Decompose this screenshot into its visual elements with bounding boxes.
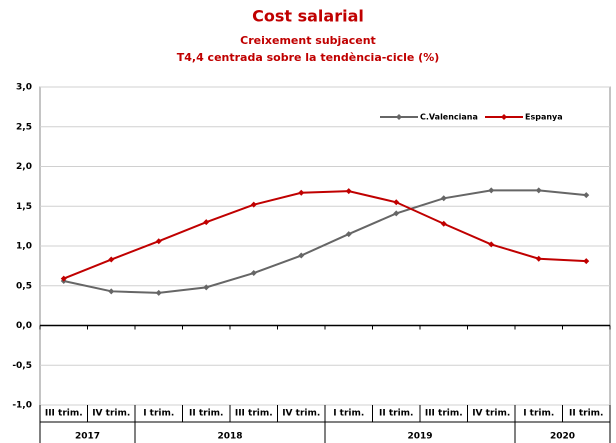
point [583,192,590,199]
x-tick-label: I trim. [333,409,364,419]
x-tick-label: I trim. [523,409,554,419]
x-tick-label: I trim. [143,409,174,419]
x-tick-label: II trim. [189,409,223,419]
point [440,195,447,202]
legend-label: C.Valenciana [420,113,478,122]
year-label: 2020 [550,432,575,442]
legend-marker [501,114,507,120]
y-tick-label: 1,5 [16,202,32,212]
y-tick-label: 0,5 [16,281,32,291]
point [345,188,352,195]
point [345,231,352,238]
point [250,270,257,277]
point [108,256,115,263]
point [440,220,447,227]
y-tick-label: -0,5 [12,361,32,371]
chart-subtitle: T4,4 centrada sobre la tendència-cicle (… [177,51,440,64]
x-tick-label: IV trim. [92,409,130,419]
point [535,187,542,194]
point [250,201,257,208]
x-tick-label: IV trim. [282,409,320,419]
point [203,219,210,226]
y-tick-label: 2,0 [16,162,32,172]
year-label: 2019 [407,432,432,442]
point [393,199,400,206]
point [108,288,115,295]
x-tick-label: II trim. [569,409,603,419]
point [535,255,542,262]
point [60,275,67,282]
y-tick-label: 3,0 [16,83,32,93]
point [155,289,162,296]
point [298,189,305,196]
legend-label: Espanya [525,113,563,122]
x-tick-label: II trim. [379,409,413,419]
y-tick-label: 1,0 [16,242,32,252]
y-tick-label: -1,0 [12,401,32,411]
legend-marker [396,114,402,120]
year-label: 2017 [75,432,100,442]
x-tick-label: III trim. [45,409,83,419]
series-line [63,190,587,280]
x-tick-label: III trim. [235,409,273,419]
chart-title: Cost salarial [252,7,364,26]
point [488,187,495,194]
point [393,210,400,217]
point [488,241,495,248]
x-tick-label: III trim. [425,409,463,419]
series-line [63,189,587,294]
y-tick-label: 0,0 [16,321,32,331]
x-tick-label: IV trim. [472,409,510,419]
point [298,252,305,259]
chart-subtitle: Creixement subjacent [240,34,376,47]
y-tick-label: 2,5 [16,122,32,132]
point [155,238,162,245]
point [203,284,210,291]
point [583,258,590,265]
year-label: 2018 [217,432,242,442]
